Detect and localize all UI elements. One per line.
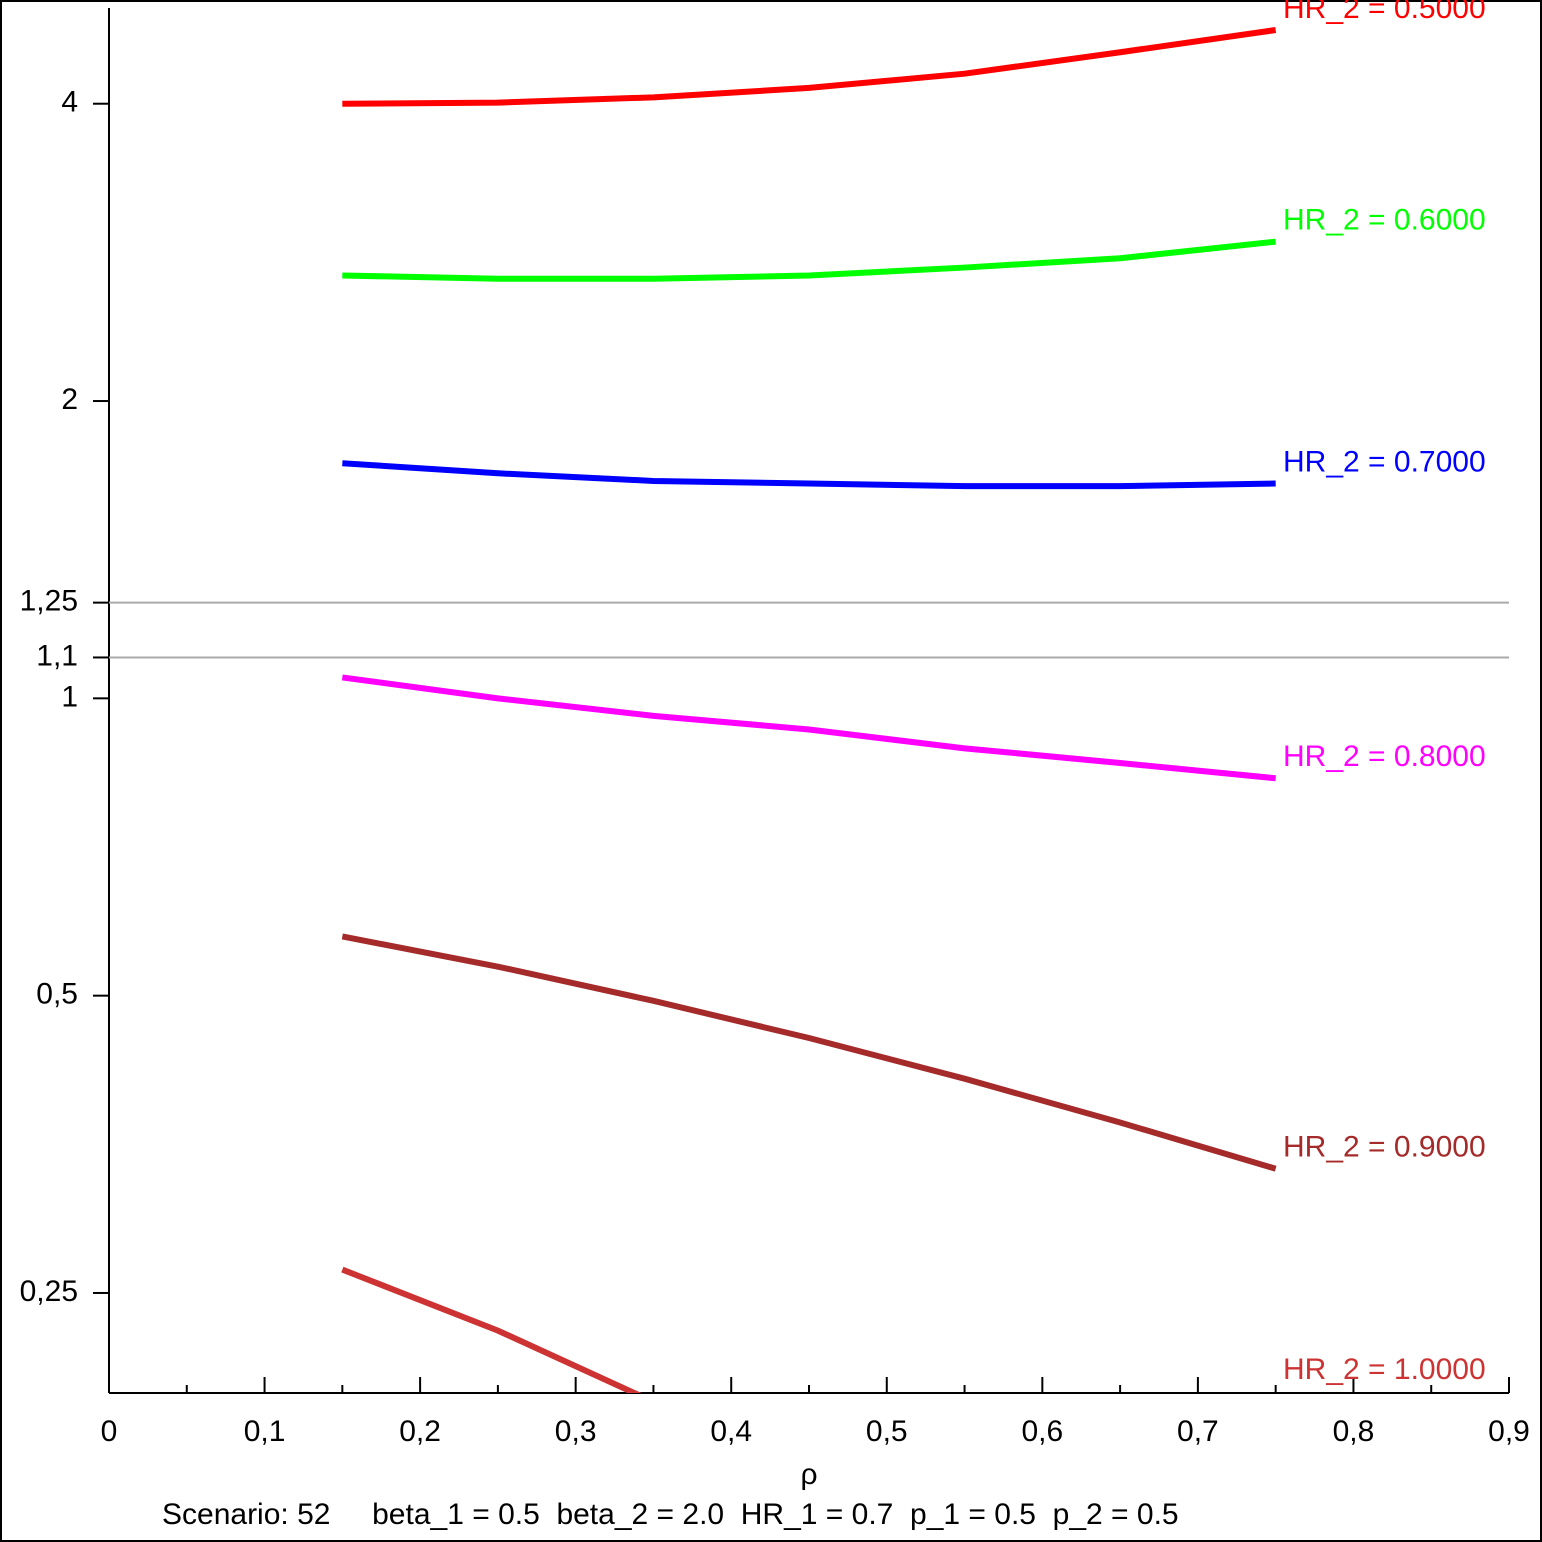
series-line bbox=[341, 933, 1277, 1172]
x-tick-label: 0,2 bbox=[399, 1415, 441, 1448]
series-line bbox=[342, 460, 1276, 490]
series-line bbox=[341, 674, 1276, 782]
series-label: HR_2 = 1.0000 bbox=[1283, 1353, 1486, 1386]
x-tick-label: 0,6 bbox=[1021, 1415, 1063, 1448]
series-label: HR_2 = 0.5000 bbox=[1283, 0, 1486, 25]
y-tick-label: 1,25 bbox=[20, 585, 78, 618]
footer: Scenario: 52 beta_1 = 0.5 beta_2 = 2.0 H… bbox=[162, 1498, 1179, 1531]
y-tick-label: 2 bbox=[61, 383, 78, 416]
series-label: HR_2 = 0.6000 bbox=[1283, 204, 1486, 237]
y-tick-label: 4 bbox=[61, 86, 78, 119]
x-tick-label: 0,7 bbox=[1177, 1415, 1219, 1448]
x-tick-label: 0,9 bbox=[1488, 1415, 1530, 1448]
x-tick-label: 0,5 bbox=[866, 1415, 908, 1448]
x-tick-label: 0,4 bbox=[710, 1415, 752, 1448]
y-tick-label: 0,5 bbox=[36, 978, 78, 1011]
y-tick-label: 1,1 bbox=[36, 639, 78, 672]
x-tick-label: 0 bbox=[101, 1415, 118, 1448]
y-tick-label: 0,25 bbox=[20, 1275, 78, 1308]
series-line bbox=[342, 27, 1277, 107]
x-tick-label: 0,1 bbox=[244, 1415, 286, 1448]
x-axis-label: ρ bbox=[800, 1458, 817, 1491]
x-tick-label: 0,8 bbox=[1333, 1415, 1375, 1448]
series-label: HR_2 = 0.7000 bbox=[1283, 445, 1486, 478]
series-label: HR_2 = 0.9000 bbox=[1283, 1131, 1486, 1164]
series-line bbox=[342, 238, 1276, 282]
y-tick-label: 1 bbox=[61, 680, 78, 713]
series-line bbox=[341, 1266, 642, 1393]
series-label: HR_2 = 0.8000 bbox=[1283, 740, 1486, 773]
x-tick-label: 0,3 bbox=[555, 1415, 597, 1448]
